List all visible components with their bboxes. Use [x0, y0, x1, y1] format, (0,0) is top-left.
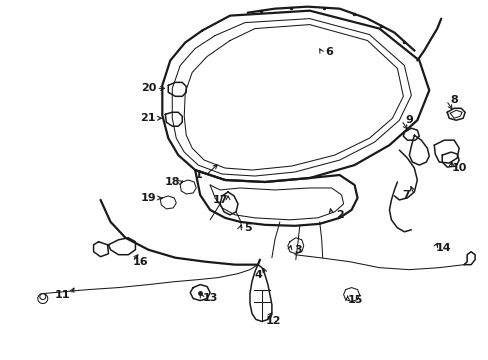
Text: 6: 6 [325, 48, 333, 58]
Text: 10: 10 [450, 163, 466, 173]
Text: 11: 11 [55, 289, 70, 300]
Text: 13: 13 [202, 293, 217, 302]
Text: 2: 2 [335, 210, 343, 220]
Text: 16: 16 [132, 257, 148, 267]
Text: 18: 18 [164, 177, 180, 187]
Text: 7: 7 [402, 190, 409, 200]
Text: 21: 21 [141, 113, 156, 123]
Text: 5: 5 [244, 223, 251, 233]
Text: 14: 14 [434, 243, 450, 253]
Text: 3: 3 [293, 245, 301, 255]
Text: 9: 9 [405, 115, 412, 125]
Text: 8: 8 [449, 95, 457, 105]
Text: 17: 17 [212, 195, 227, 205]
Text: 1: 1 [194, 170, 202, 180]
Text: 4: 4 [253, 270, 262, 280]
Text: 20: 20 [141, 84, 156, 93]
Text: 15: 15 [347, 294, 363, 305]
Text: 12: 12 [265, 316, 281, 327]
Text: 19: 19 [140, 193, 156, 203]
